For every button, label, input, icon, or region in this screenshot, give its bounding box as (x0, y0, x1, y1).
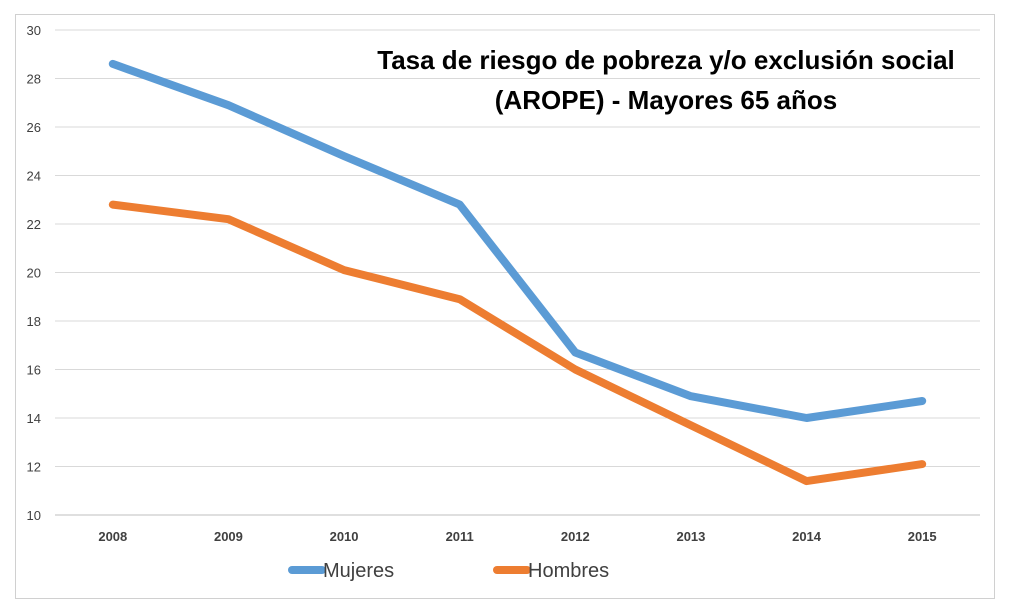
y-tick-label: 10 (27, 508, 41, 523)
x-tick-label: 2010 (330, 529, 359, 544)
gridlines (55, 29, 980, 516)
y-tick-label: 16 (27, 363, 41, 378)
x-tick-label: 2015 (908, 529, 937, 544)
x-tick-label: 2011 (446, 529, 474, 544)
x-tick-label: 2013 (676, 529, 705, 544)
y-tick-label: 14 (27, 411, 41, 426)
y-tick-label: 12 (27, 460, 41, 475)
y-tick-label: 24 (27, 169, 41, 184)
series-line-mujeres (108, 59, 927, 422)
x-axis-ticks: 2008 2009 2010 2011 2012 2013 2014 2015 (98, 529, 936, 544)
y-tick-label: 22 (27, 217, 41, 232)
chart-subtitle: (AROPE) - Mayores 65 años (495, 85, 837, 115)
chart-frame (15, 14, 995, 599)
legend-label-hombres: Hombres (528, 560, 609, 582)
y-axis-ticks: 10 12 14 16 18 20 22 24 26 28 30 (27, 23, 41, 523)
x-tick-label: 2012 (561, 529, 590, 544)
x-tick-label: 2014 (792, 529, 822, 544)
legend: Mujeres Hombres (288, 560, 609, 582)
y-tick-label: 30 (27, 23, 41, 38)
series-lines (108, 59, 927, 486)
y-tick-label: 28 (27, 72, 41, 87)
x-tick-label: 2009 (214, 529, 243, 544)
y-tick-label: 26 (27, 120, 41, 135)
x-tick-label: 2008 (98, 529, 127, 544)
series-line-hombres (108, 200, 927, 486)
y-tick-label: 18 (27, 314, 41, 329)
chart-title: Tasa de riesgo de pobreza y/o exclusión … (377, 45, 955, 75)
y-tick-label: 20 (27, 266, 41, 281)
legend-label-mujeres: Mujeres (323, 560, 394, 582)
